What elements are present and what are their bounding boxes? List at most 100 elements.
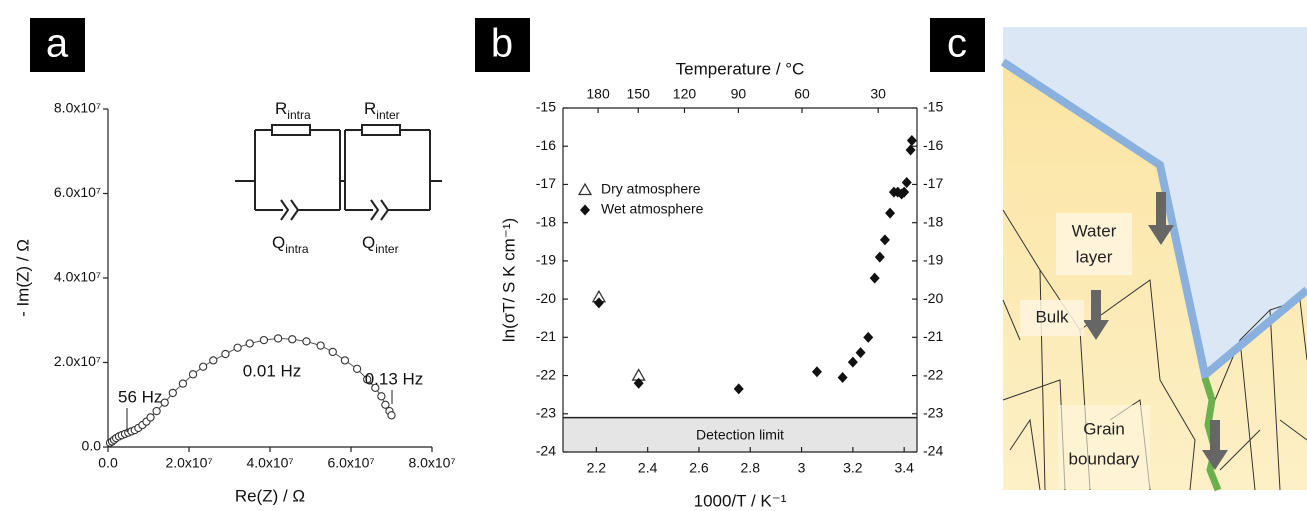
y2-tick-label: -19 [923,252,943,268]
point [302,337,311,346]
point [906,134,917,146]
y2-tick-label: -22 [923,366,943,382]
point [363,375,372,384]
y2-tick-label: -18 [923,213,943,229]
panel-label-box [30,18,85,72]
point [152,406,161,416]
point [811,366,822,378]
point [905,144,916,156]
x-tick-label: 3.4 [894,460,914,476]
subscript: intra [285,242,309,256]
x-axis-label: Re(Z) / Ω [235,486,305,505]
legend-label: Wet atmosphere [601,201,704,217]
diagram-label: Water [1072,221,1117,240]
y-tick-label: 6.0x10⁷ [54,184,101,200]
diagram: Water layer Bulk Grain boundary [1000,27,1307,492]
y-tick-label: -22 [536,366,556,382]
point [199,362,208,371]
x2-tick-label: 60 [794,86,810,102]
point [387,411,396,420]
y-tick-label: -15 [536,99,556,115]
x-tick-label: 2.6 [689,460,709,476]
panel-label-box [475,18,530,72]
legend-marker [580,204,590,216]
point [855,347,866,359]
diagram-label: boundary [1069,449,1140,468]
symbol: Q [272,233,285,252]
x-tick-label: 6.0x10⁷ [327,455,374,471]
x-tick-label: 3 [798,460,806,476]
point [146,413,155,422]
y-axis-label: - Im(Z) / Ω [13,239,32,317]
diagram-label: Bulk [1035,307,1069,326]
panel-label-box [930,18,985,72]
y-tick-label: -18 [536,213,556,229]
point [352,364,362,373]
circuit-label: Qinter [362,233,399,256]
subscript: inter [376,108,399,122]
diagram-label: Grain [1083,419,1125,438]
y-tick-label: -21 [536,328,556,344]
point [288,335,297,344]
point [377,392,386,401]
point [188,370,198,379]
point [209,356,218,365]
legend-marker [577,182,593,196]
y-tick-label: 8.0x10⁷ [54,100,101,116]
y2-tick-label: -17 [923,175,943,191]
x2-tick-label: 120 [673,86,697,102]
y-tick-label: 0.0 [82,438,102,454]
point [879,234,890,246]
x-tick-label: 8.0x10⁷ [408,455,455,471]
x2-tick-label: 90 [731,86,747,102]
panel-label: c [947,22,967,66]
point [221,349,230,359]
x-tick-label: 3.2 [843,460,863,476]
x-tick-label: 4.0x10⁷ [246,455,293,471]
x2-axis-label: Temperature / °C [676,59,805,78]
water-layer [1000,58,1307,383]
point [863,331,874,343]
point [899,186,910,198]
point [847,356,858,368]
point [874,251,885,263]
point [901,177,912,189]
y-tick-label: -20 [536,290,556,306]
x-tick-label: 0.0 [98,455,118,471]
y-tick-label: 2.0x10⁷ [54,353,101,369]
point [593,297,604,309]
y2-tick-label: -24 [923,443,943,459]
arrows [1083,192,1228,470]
point [837,371,848,383]
y2-tick-label: -20 [923,290,943,306]
point [273,334,283,343]
annotation: 56 Hz [118,387,162,406]
subscript: inter [375,242,398,256]
point [245,339,254,348]
annotation: 0.13 Hz [365,369,424,388]
x2-tick-label: 30 [870,86,886,102]
point [381,400,390,409]
y-tick-label: 4.0x10⁷ [54,269,101,285]
x-axis-label: 1000/T / K⁻¹ [694,491,787,510]
y-tick-label: -24 [536,443,556,459]
point [316,341,325,350]
subscript: intra [287,108,311,122]
symbol: R [275,99,287,118]
y-tick-label: -16 [536,137,556,153]
point [633,377,644,389]
x-tick-label: 2.0x10⁷ [165,455,212,471]
panel-label: b [491,22,513,66]
point [885,207,896,219]
point [869,272,880,284]
point [733,383,744,395]
detection-band [563,417,917,452]
panel-label: a [46,22,69,66]
y2-tick-label: -16 [923,137,943,153]
circuit-label: Rintra [275,99,311,122]
y-axis-label: ln(σT/ S K cm⁻¹) [499,218,518,342]
x-tick-label: 2.2 [587,460,607,476]
legend-label: Dry atmosphere [601,181,701,197]
point [160,398,169,407]
y2-tick-label: -15 [923,99,943,115]
